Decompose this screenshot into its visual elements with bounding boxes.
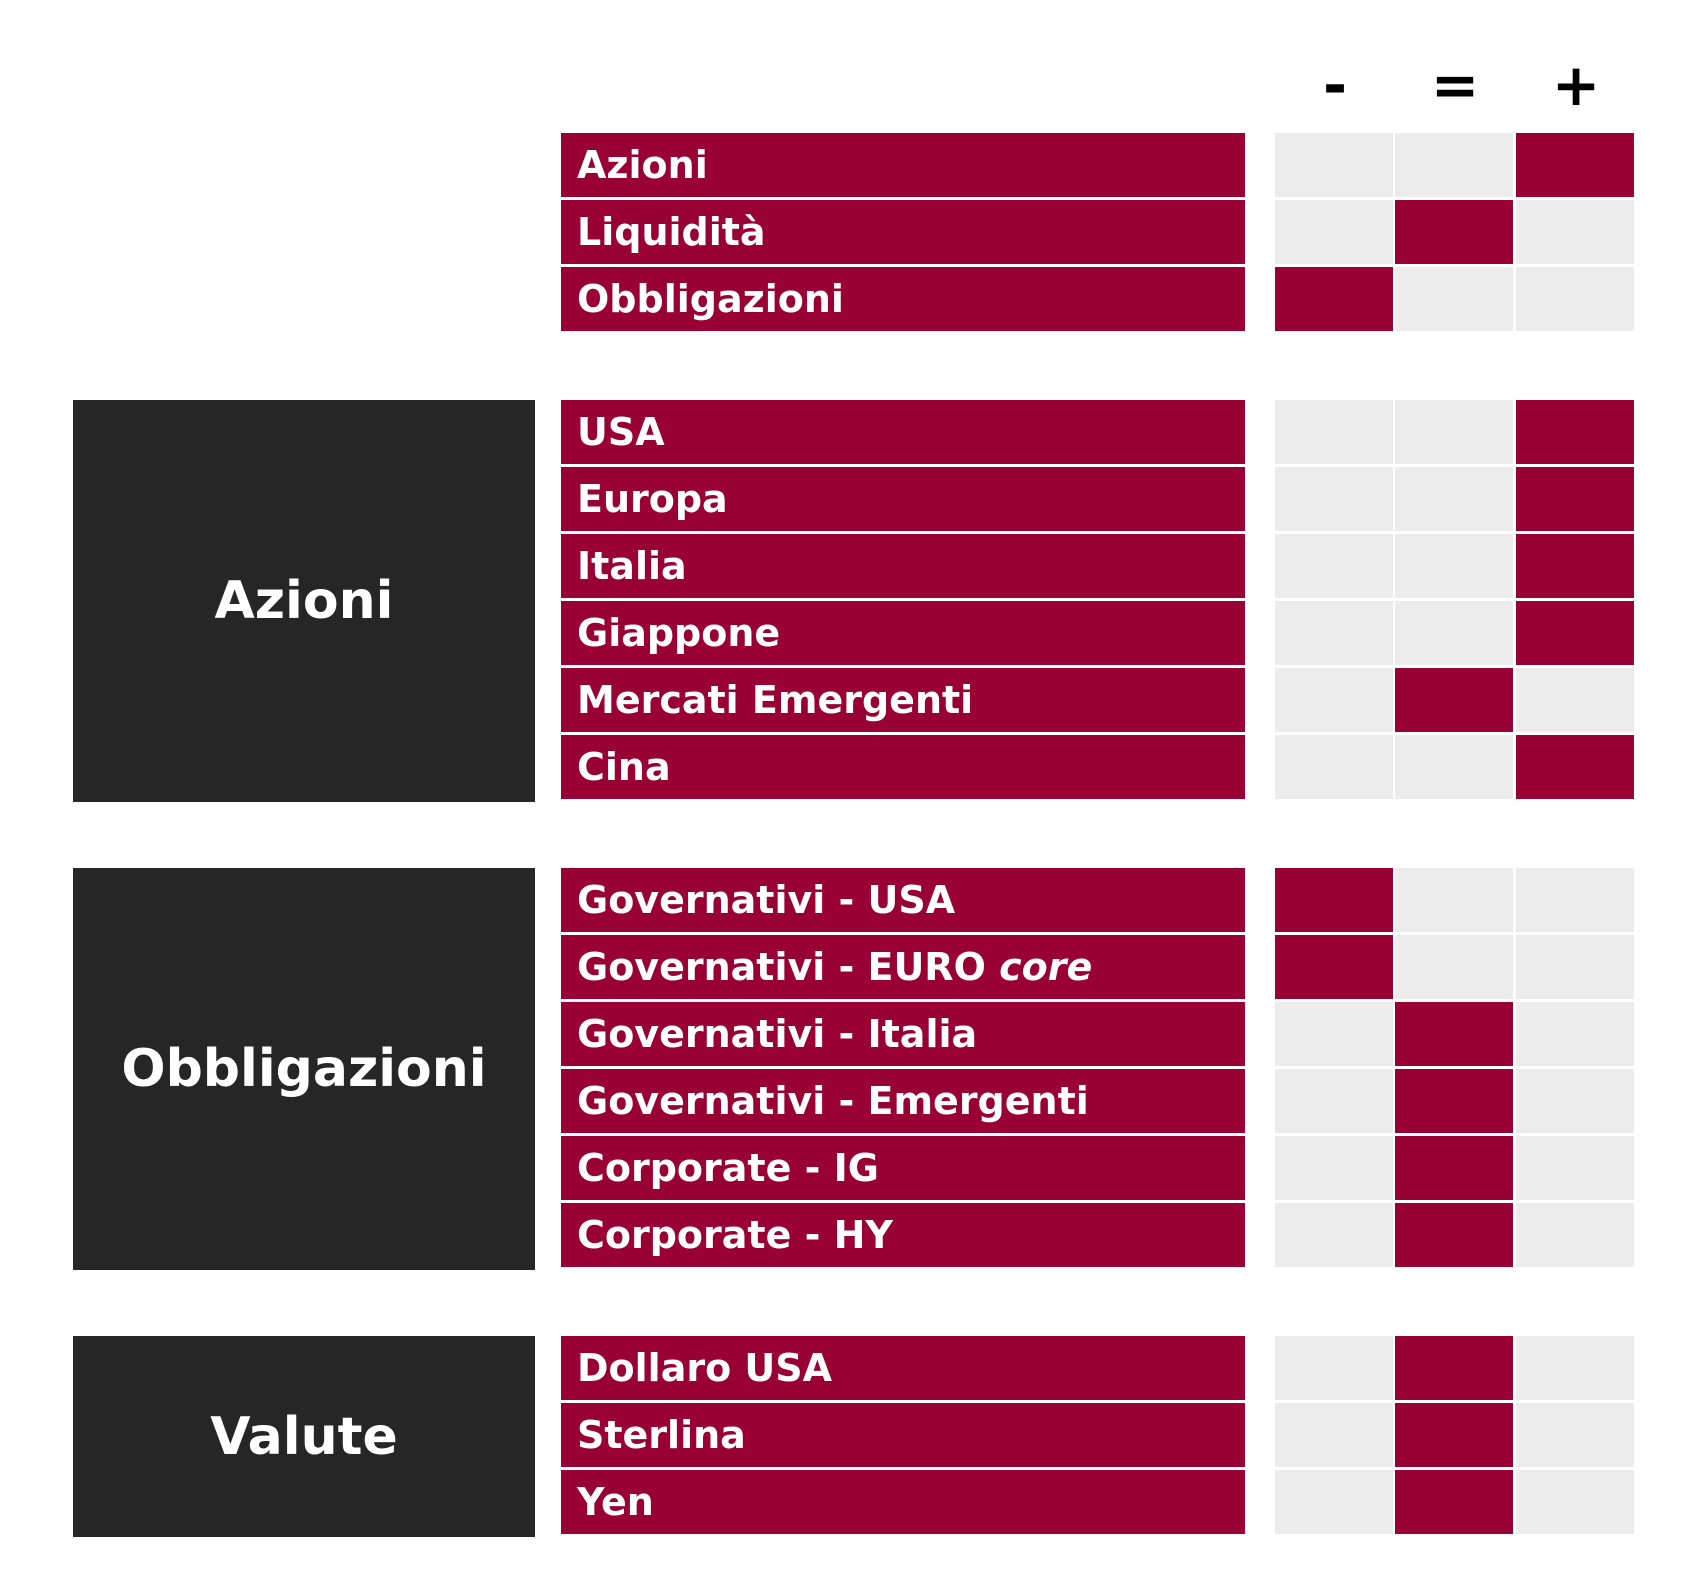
row-label: Mercati Emergenti	[561, 668, 1245, 732]
signal-cell-plus	[1516, 1136, 1634, 1200]
row-label-text: Azioni	[577, 143, 708, 187]
signal-cell-minus	[1275, 601, 1393, 665]
signal-cell-equal	[1395, 935, 1513, 999]
row-label: Corporate - IG	[561, 1136, 1245, 1200]
signal-cell-plus	[1516, 668, 1634, 732]
row-label-text: Dollaro USA	[577, 1346, 833, 1390]
signal-cell-equal	[1395, 668, 1513, 732]
row-label: Corporate - HY	[561, 1203, 1245, 1267]
signal-cell-plus	[1516, 400, 1634, 464]
row-label-text: Mercati Emergenti	[577, 678, 974, 722]
row-label: Liquidità	[561, 200, 1245, 264]
signal-cell-equal	[1395, 200, 1513, 264]
signal-cell-plus	[1516, 1336, 1634, 1400]
row-label-text: Italia	[577, 544, 687, 588]
signal-cell-minus	[1275, 1203, 1393, 1267]
row-label-italic: core	[999, 945, 1093, 989]
signal-cell-plus	[1516, 133, 1634, 197]
row-label-text: Corporate - IG	[577, 1146, 879, 1190]
signal-cell-equal	[1395, 735, 1513, 799]
row-label: Governativi - Italia	[561, 1002, 1245, 1066]
row-label-text: Europa	[577, 477, 728, 521]
signal-cell-equal	[1395, 1470, 1513, 1534]
signal-cell-minus	[1275, 868, 1393, 932]
signal-cell-equal	[1395, 400, 1513, 464]
row-label: Obbligazioni	[561, 267, 1245, 331]
category-obbligazioni: Obbligazioni	[73, 868, 535, 1270]
row-label-text: Governativi - Italia	[577, 1012, 978, 1056]
signal-cell-equal	[1395, 1136, 1513, 1200]
row-label: Dollaro USA	[561, 1336, 1245, 1400]
equal-header: =	[1430, 51, 1480, 119]
row-label-text: Sterlina	[577, 1413, 746, 1457]
signal-cell-plus	[1516, 534, 1634, 598]
signal-cell-equal	[1395, 601, 1513, 665]
signal-cell-minus	[1275, 668, 1393, 732]
signal-cell-equal	[1395, 1069, 1513, 1133]
row-label-text: USA	[577, 410, 665, 454]
row-label: Governativi - USA	[561, 868, 1245, 932]
signal-cell-minus	[1275, 267, 1393, 331]
row-label-text: Governativi - Emergenti	[577, 1079, 1089, 1123]
signal-cell-minus	[1275, 1136, 1393, 1200]
signal-cell-plus	[1516, 935, 1634, 999]
signal-cell-plus	[1516, 868, 1634, 932]
category-azioni: Azioni	[73, 400, 535, 802]
signal-cell-equal	[1395, 534, 1513, 598]
row-label: Europa	[561, 467, 1245, 531]
signal-cell-plus	[1516, 1002, 1634, 1066]
row-label-text: Governativi - USA	[577, 878, 956, 922]
row-label: Azioni	[561, 133, 1245, 197]
row-label: Yen	[561, 1470, 1245, 1534]
row-label: Cina	[561, 735, 1245, 799]
signal-cell-minus	[1275, 935, 1393, 999]
signal-cell-plus	[1516, 467, 1634, 531]
signal-cell-equal	[1395, 1336, 1513, 1400]
signal-cell-minus	[1275, 735, 1393, 799]
signal-cell-minus	[1275, 1336, 1393, 1400]
row-label: Governativi - Emergenti	[561, 1069, 1245, 1133]
row-label: Giappone	[561, 601, 1245, 665]
signal-cell-equal	[1395, 1002, 1513, 1066]
signal-cell-plus	[1516, 735, 1634, 799]
signal-cell-equal	[1395, 267, 1513, 331]
row-label-text: Obbligazioni	[577, 277, 844, 321]
signal-cell-minus	[1275, 400, 1393, 464]
signal-cell-equal	[1395, 1403, 1513, 1467]
signal-cell-equal	[1395, 467, 1513, 531]
signal-cell-plus	[1516, 1470, 1634, 1534]
signal-cell-plus	[1516, 601, 1634, 665]
signal-cell-minus	[1275, 1002, 1393, 1066]
plus-header: +	[1551, 51, 1601, 119]
category-valute: Valute	[73, 1336, 535, 1537]
signal-cell-plus	[1516, 267, 1634, 331]
signal-cell-equal	[1395, 133, 1513, 197]
row-label-text: Yen	[577, 1480, 654, 1524]
row-label: USA	[561, 400, 1245, 464]
signal-cell-plus	[1516, 1403, 1634, 1467]
signal-cell-equal	[1395, 868, 1513, 932]
signal-cell-minus	[1275, 1069, 1393, 1133]
row-label-text: Corporate - HY	[577, 1213, 893, 1257]
signal-cell-minus	[1275, 467, 1393, 531]
row-label: Governativi - EURO core	[561, 935, 1245, 999]
signal-cell-plus	[1516, 200, 1634, 264]
signal-cell-plus	[1516, 1069, 1634, 1133]
signal-cell-plus	[1516, 1203, 1634, 1267]
signal-cell-minus	[1275, 200, 1393, 264]
row-label-text: Governativi - EURO	[577, 945, 986, 989]
row-label: Italia	[561, 534, 1245, 598]
signal-cell-minus	[1275, 133, 1393, 197]
row-label: Sterlina	[561, 1403, 1245, 1467]
row-label-text: Giappone	[577, 611, 781, 655]
signal-cell-equal	[1395, 1203, 1513, 1267]
row-label-text: Cina	[577, 745, 671, 789]
signal-cell-minus	[1275, 1470, 1393, 1534]
minus-header: -	[1322, 51, 1348, 119]
row-label-text: Liquidità	[577, 210, 766, 254]
signal-cell-minus	[1275, 534, 1393, 598]
signal-cell-minus	[1275, 1403, 1393, 1467]
